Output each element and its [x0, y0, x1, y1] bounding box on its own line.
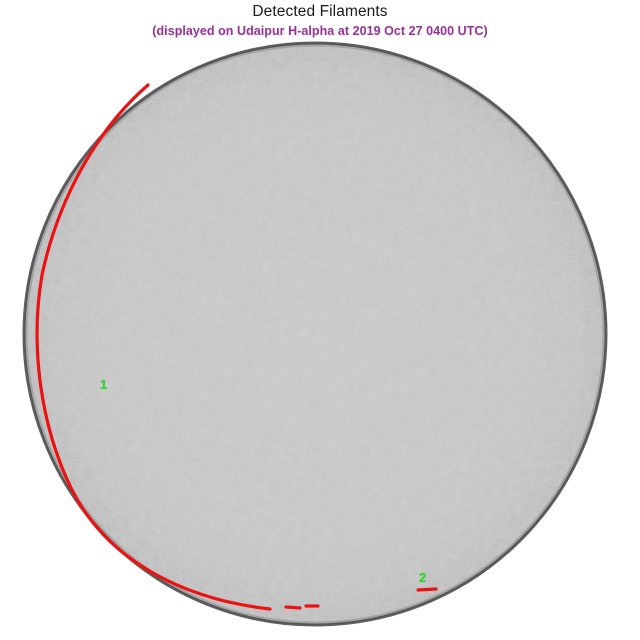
- filament-label-2: 2: [419, 570, 427, 585]
- filament-1-dash-1: [284, 605, 302, 610]
- heliographic-meridians: [50, 44, 580, 624]
- filament-1[interactable]: [35, 83, 320, 611]
- filament-1-dashes: [284, 604, 320, 610]
- filament-2-path[interactable]: [416, 587, 438, 592]
- filament-1-path[interactable]: [35, 83, 272, 611]
- filament-label-1: 1: [100, 377, 108, 392]
- filament-2[interactable]: [416, 587, 438, 592]
- solar-limb-ring: [22, 41, 608, 627]
- solar-limb-inner: [25, 44, 605, 624]
